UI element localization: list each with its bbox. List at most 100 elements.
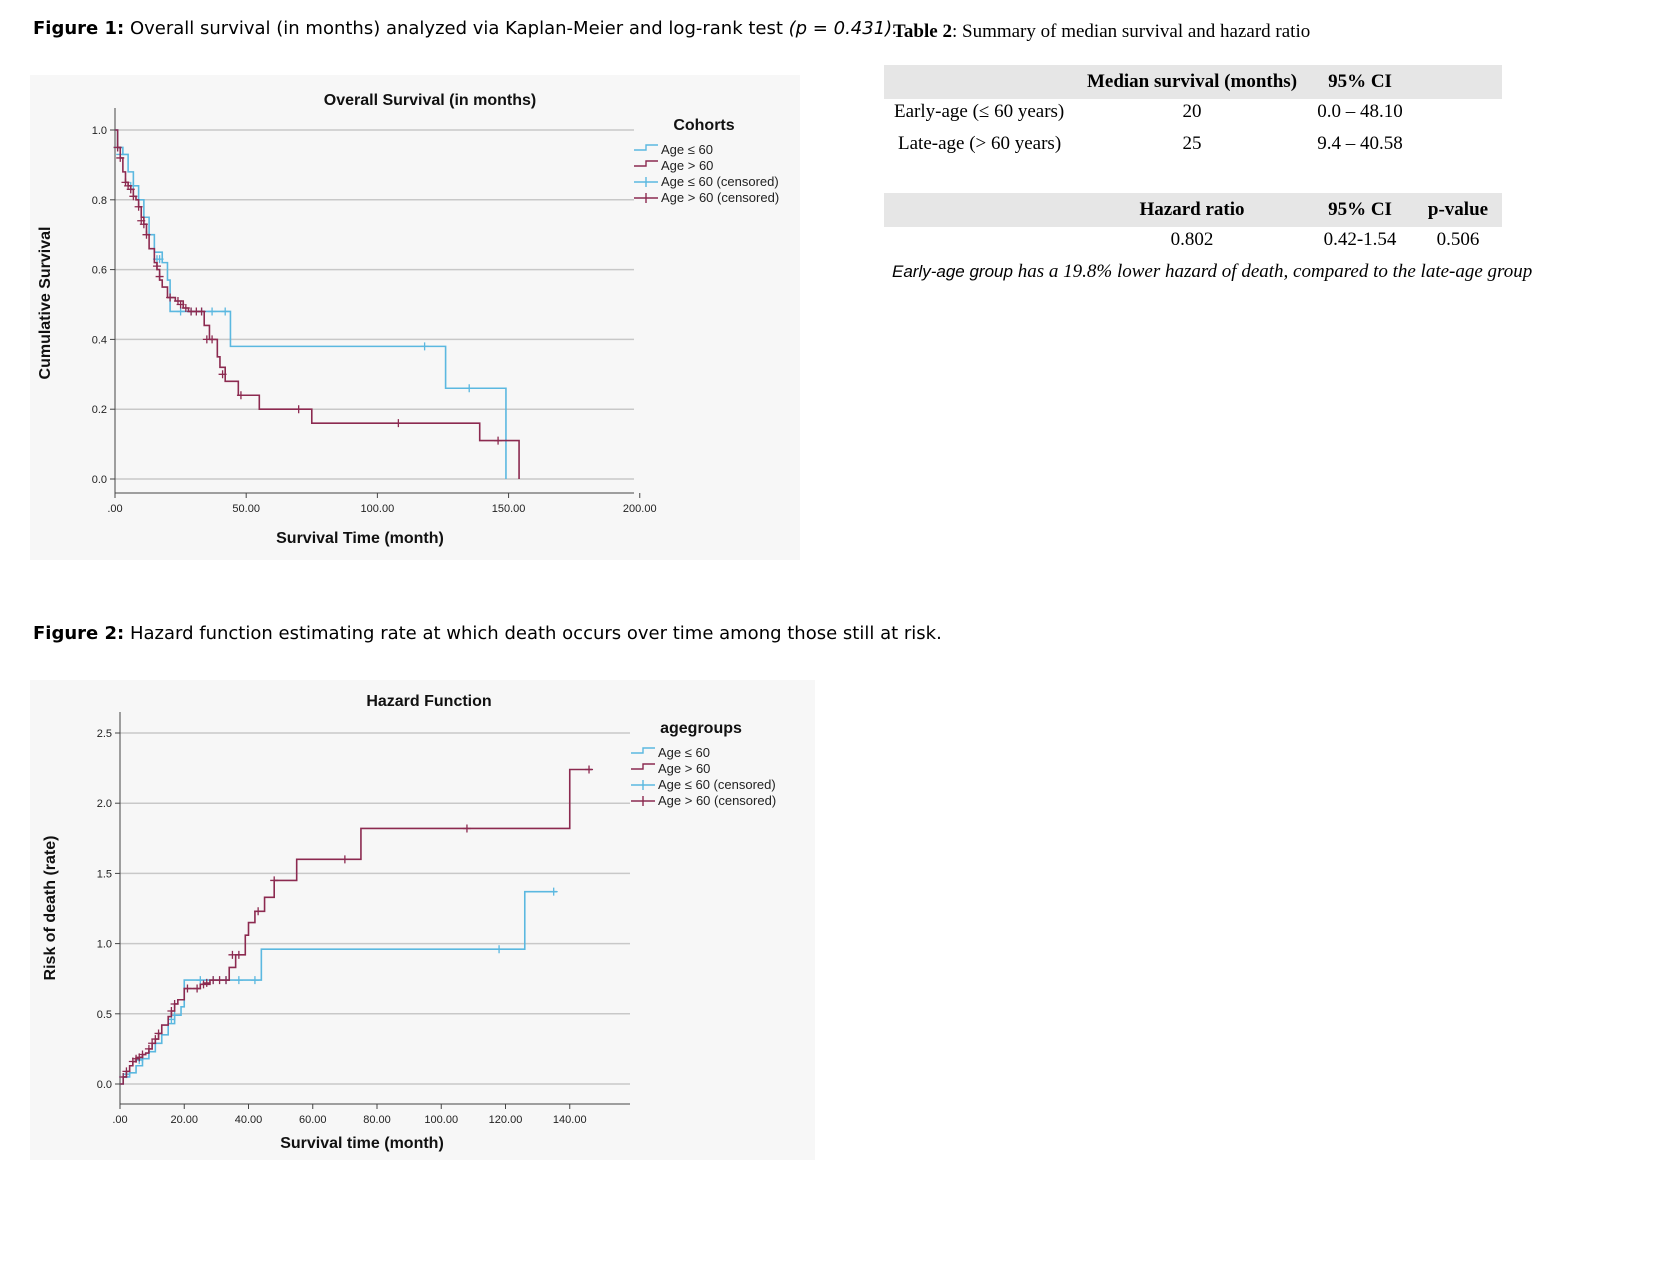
x-tick-label: 200.00	[623, 503, 657, 515]
late-age-censor-mark	[270, 876, 279, 885]
table-row: 0.802 0.42-1.54 0.506	[884, 223, 1502, 257]
x-axis-label: Survival Time (month)	[276, 530, 444, 547]
late-age-line	[115, 129, 520, 479]
legend-swatch	[634, 193, 658, 203]
median-ci-value: 9.4 – 40.58	[1317, 133, 1403, 154]
late-age-censor-mark	[494, 436, 503, 445]
early-age-censor-mark	[155, 255, 164, 264]
table-caption-label: Table 2	[893, 21, 952, 42]
early-age-censor-mark	[250, 976, 259, 985]
hazard-ratio-value: 0.802	[1170, 229, 1214, 250]
late-age-censor-mark	[197, 307, 206, 316]
y-tick-label: 0.2	[92, 404, 107, 416]
legend-entry: Age ≤ 60	[658, 745, 710, 760]
y-tick-label: 2.5	[97, 728, 112, 740]
x-tick-label: 100.00	[424, 1114, 458, 1126]
late-age-censor-mark	[167, 1006, 176, 1015]
late-age-censor-mark	[218, 370, 227, 379]
y-axis-label: Cumulative Survival	[37, 227, 54, 380]
early-age-line	[115, 129, 507, 479]
late-age-censor-mark	[294, 405, 303, 414]
median-value: 20	[1182, 101, 1202, 122]
x-tick-label: 150.00	[492, 503, 526, 515]
table-row: Early-age (≤ 60 years) 20 0.0 – 48.10	[884, 95, 1502, 129]
legend-entry: Age ≤ 60	[661, 142, 713, 157]
median-ci-header: 95% CI	[1328, 71, 1392, 92]
late-age-censor-mark	[462, 824, 471, 833]
hazard-ci-value: 0.42-1.54	[1323, 229, 1397, 250]
y-tick-label: 2.0	[97, 798, 112, 810]
late-age-censor-mark	[126, 185, 135, 194]
late-age-censor-mark	[152, 262, 161, 271]
hazard-ratio-header: Hazard ratio	[1139, 199, 1245, 220]
median-header-row: Median survival (months) 95% CI	[884, 65, 1502, 99]
late-age-censor-mark	[181, 303, 190, 312]
early-age-censor-mark	[208, 307, 217, 316]
figure2-caption: Figure 2: Hazard function estimating rat…	[33, 623, 942, 644]
p-value-header: p-value	[1427, 199, 1489, 220]
late-age-censor-mark	[148, 1039, 157, 1048]
legend-swatch	[631, 763, 655, 770]
legend-swatch	[634, 177, 658, 187]
late-age-censor-mark	[254, 907, 263, 916]
table-row: Late-age (> 60 years) 25 9.4 – 40.58	[884, 127, 1502, 161]
late-age-censor-mark	[340, 855, 349, 864]
legend-title: agegroups	[660, 720, 742, 737]
y-axis-label: Risk of death (rate)	[42, 836, 59, 981]
hazard-note-lead: Early-age group	[892, 262, 1013, 281]
late-age-censor-mark	[585, 765, 594, 774]
late-age-censor-mark	[202, 978, 211, 987]
hazard-chart-panel: Hazard Function 0.0 0.5 1.0 1.5 2.0 2.5 .00 20.0…	[30, 680, 815, 1160]
early-age-censor-mark	[465, 384, 474, 393]
late-age-censor-mark	[208, 335, 217, 344]
legend-entry: Age ≤ 60 (censored)	[661, 174, 779, 189]
late-age-censor-mark	[222, 976, 231, 985]
early-age-censor-mark	[234, 976, 243, 985]
y-tick-label: 1.5	[97, 868, 112, 880]
early-age-censor-mark	[420, 342, 429, 351]
legend-swatch	[631, 747, 655, 754]
legend-entry: Age ≤ 60 (censored)	[658, 777, 776, 792]
legend-entry: Age > 60 (censored)	[661, 190, 779, 205]
late-age-censor-mark	[236, 391, 245, 400]
y-tick-label: 1.0	[92, 125, 107, 137]
late-age-censor-mark	[166, 293, 175, 302]
legend-swatch	[631, 796, 655, 806]
late-age-censor-mark	[116, 153, 125, 162]
p-value: 0.506	[1436, 229, 1480, 250]
survival-chart: Overall Survival (in months) 0.0 0.2 0.4 0.6…	[37, 92, 779, 547]
legend-swatch	[634, 160, 658, 167]
early-age-censor-mark	[176, 307, 185, 316]
late-age-censor-mark	[234, 950, 243, 959]
hazard-chart: Hazard Function 0.0 0.5 1.0 1.5 2.0 2.5 .00 20.0…	[42, 693, 776, 1152]
x-tick-label: 80.00	[363, 1114, 391, 1126]
figure1-caption-label: Figure 1:	[33, 18, 125, 39]
legend-swatch	[631, 780, 655, 790]
early-age-censor-mark	[196, 976, 205, 985]
early-age-censor-mark	[221, 307, 230, 316]
figure2-caption-label: Figure 2:	[33, 623, 125, 644]
survival-chart-panel: Overall Survival (in months) 0.0 0.2 0.4 0.6…	[30, 75, 800, 560]
y-tick-label: 0.8	[92, 195, 107, 207]
x-tick-label: 50.00	[232, 503, 260, 515]
y-tick-label: 0.0	[92, 474, 107, 486]
figure1-caption: Figure 1: Overall survival (in months) a…	[33, 18, 898, 39]
median-header: Median survival (months)	[1086, 71, 1298, 92]
late-age-censor-mark	[138, 1050, 147, 1059]
y-tick-label: 1.0	[97, 939, 112, 951]
x-tick-label: 40.00	[235, 1114, 263, 1126]
median-ci-value: 0.0 – 48.10	[1317, 101, 1403, 122]
x-tick-label: 100.00	[361, 503, 395, 515]
late-age-censor-mark	[154, 1029, 163, 1038]
legend-swatch	[634, 144, 658, 151]
late-age-censor-mark	[155, 272, 164, 281]
late-age-censor-mark	[129, 192, 138, 201]
hazard-note: Early-age group has a 19.8% lower hazard…	[892, 261, 1532, 283]
y-tick-label: 0.4	[92, 334, 107, 346]
hazard-note-rest: has a 19.8% lower hazard of death, compa…	[1012, 261, 1533, 282]
late-age-censor-mark	[170, 999, 179, 1008]
figure1-caption-pvalue: (p = 0.431).	[788, 18, 898, 39]
late-age-censor-mark	[142, 230, 151, 239]
late-age-censor-mark	[134, 202, 143, 211]
late-age-censor-mark	[394, 419, 403, 428]
